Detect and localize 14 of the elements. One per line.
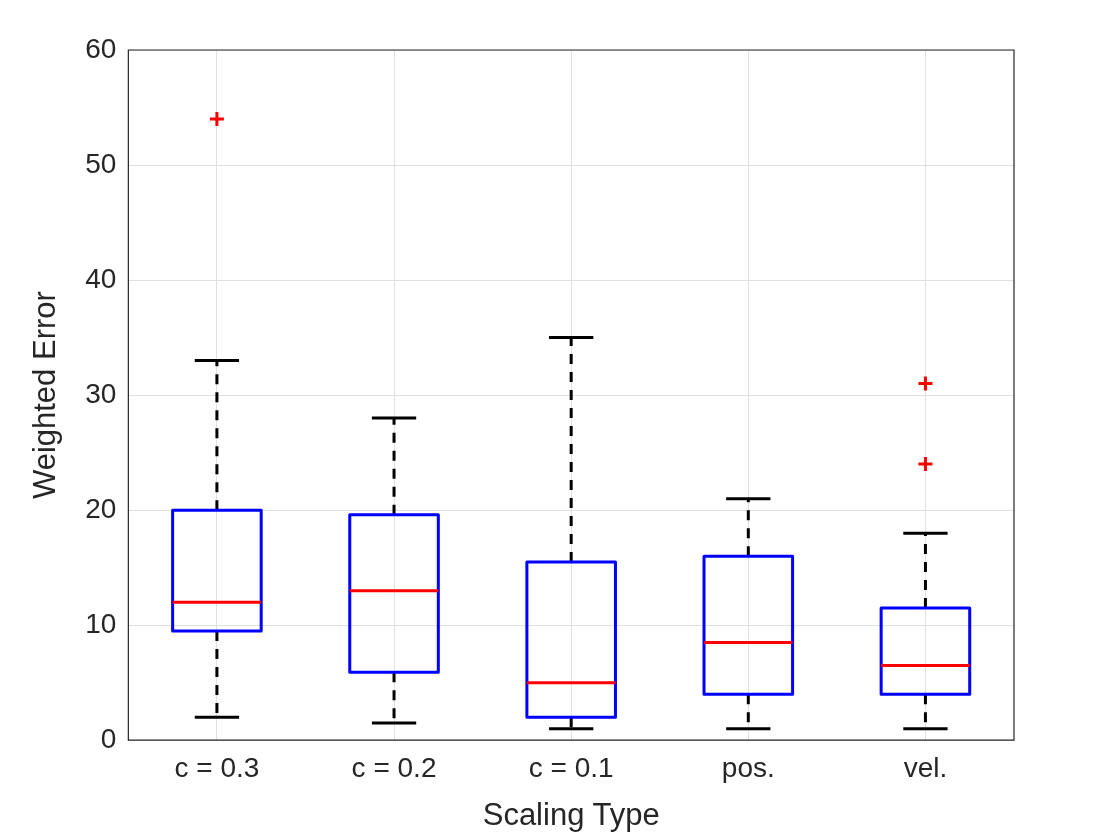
x-tick-label: c = 0.1	[528, 751, 614, 783]
x-tick-label: vel.	[903, 751, 948, 783]
y-axis-title: Weighted Error	[27, 291, 63, 500]
x-tick-label: pos.	[721, 751, 775, 783]
y-tick-label: 0	[100, 722, 117, 754]
x-tick-label: c = 0.3	[174, 751, 260, 783]
x-tick-label: c = 0.2	[351, 751, 437, 783]
y-tick-label: 30	[85, 377, 117, 409]
y-tick-label: 20	[85, 492, 117, 524]
y-tick-label: 50	[85, 147, 117, 179]
y-tick-label: 60	[85, 32, 117, 64]
y-tick-label: 40	[85, 262, 117, 294]
x-axis-title: Scaling Type	[482, 796, 660, 832]
y-tick-label: 10	[85, 607, 117, 639]
